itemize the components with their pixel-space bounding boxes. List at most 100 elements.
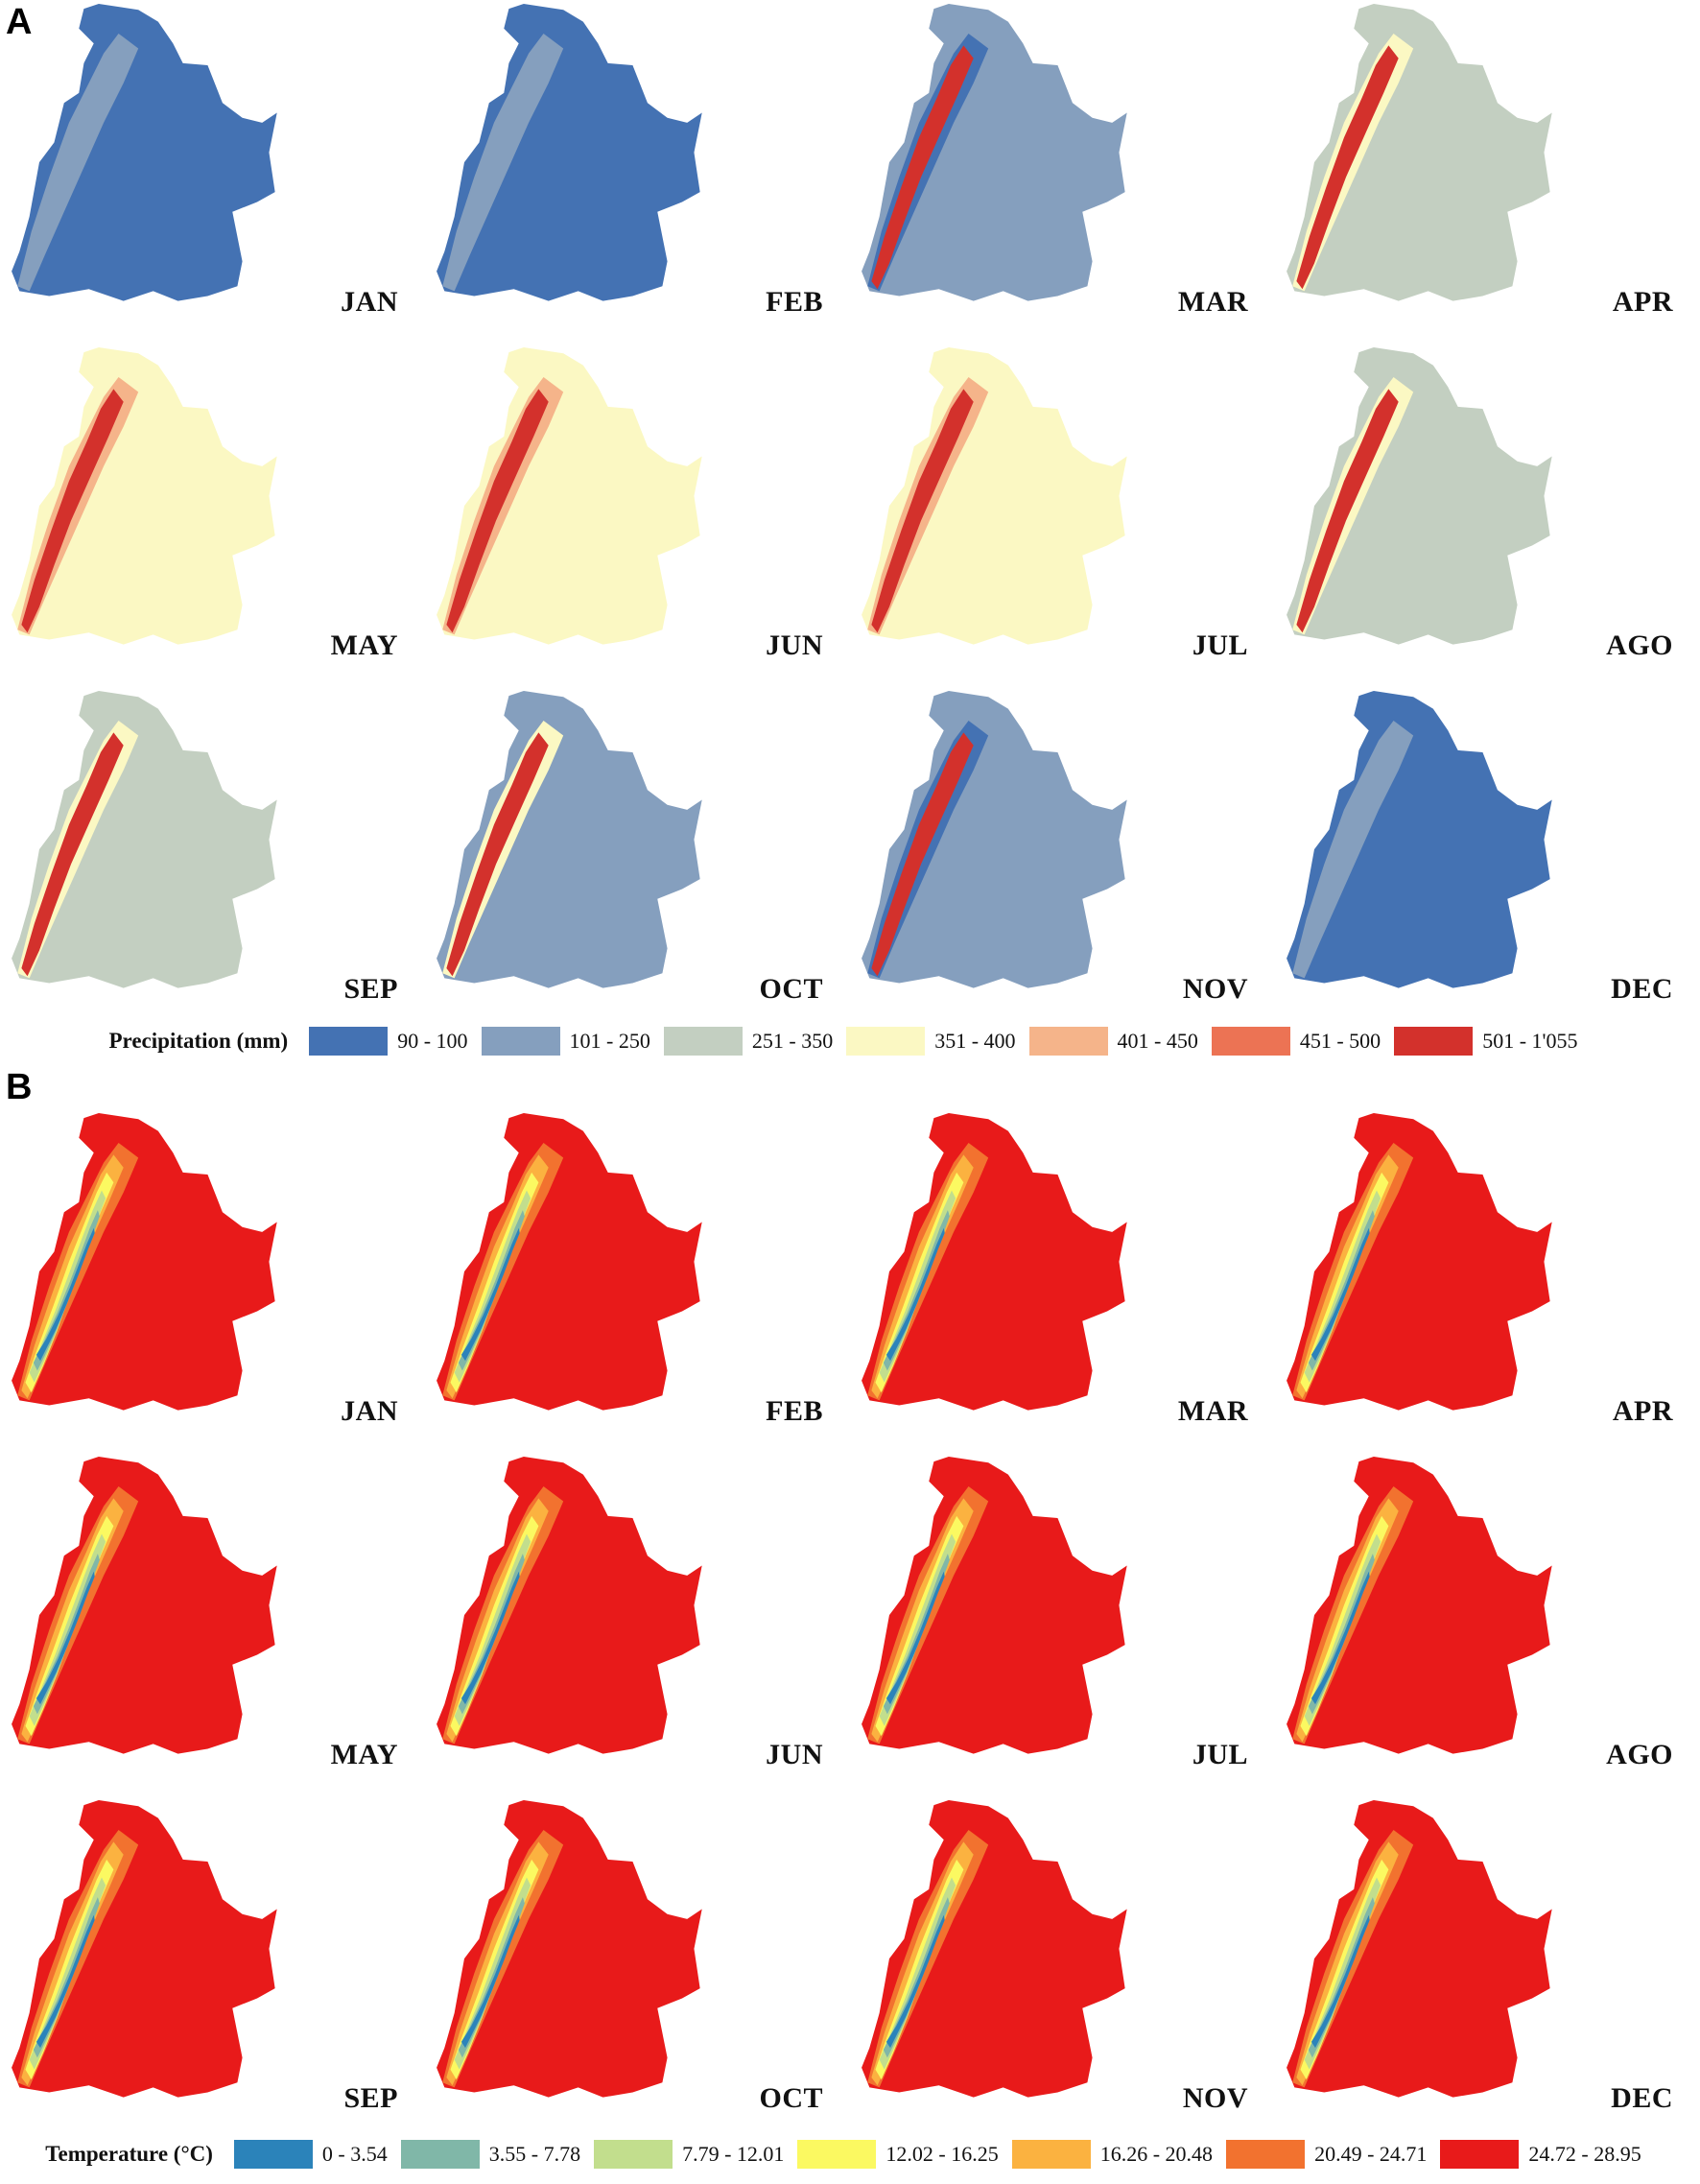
month-label: DEC xyxy=(1611,973,1673,1005)
month-label: FEB xyxy=(766,286,823,318)
mountain-band xyxy=(17,33,139,292)
legend-item: 20.49 - 24.71 xyxy=(1226,2140,1427,2169)
legend-swatch xyxy=(1226,2140,1306,2169)
map-cell-ago: AGO xyxy=(1275,344,1700,687)
map-cell-sep: SEP xyxy=(0,1796,425,2140)
region-base-fill xyxy=(12,1457,277,1754)
mountain-band xyxy=(460,1227,520,1362)
mountain-band xyxy=(442,33,564,292)
mountain-band xyxy=(871,389,974,633)
month-label: NOV xyxy=(1182,973,1248,1005)
legend-label: 20.49 - 24.71 xyxy=(1314,2142,1428,2166)
month-label: JUN xyxy=(766,1739,823,1770)
region-base-fill xyxy=(862,1457,1127,1754)
region-base-fill xyxy=(12,4,277,301)
map-cell-apr: APR xyxy=(1275,1109,1700,1453)
mountain-band xyxy=(1296,389,1399,633)
map-cell-mar: MAR xyxy=(850,1109,1275,1453)
region-base-fill xyxy=(437,347,702,645)
region-map xyxy=(862,1113,1127,1411)
region-base-fill xyxy=(437,1457,702,1754)
region-map xyxy=(862,691,1127,988)
legend-swatch xyxy=(233,2140,313,2169)
mountain-band xyxy=(885,1571,945,1705)
legend-item: 90 - 100 xyxy=(309,1027,468,1056)
map-cell-oct: OCT xyxy=(425,1796,850,2140)
region-base-fill xyxy=(1287,1113,1552,1411)
legend-label: 0 - 3.54 xyxy=(321,2142,388,2166)
mountain-band xyxy=(460,1914,520,2049)
map-cell-mar: MAR xyxy=(850,0,1275,344)
region-base-fill xyxy=(1287,4,1552,301)
mountain-band xyxy=(35,1571,95,1705)
month-label: APR xyxy=(1612,286,1673,318)
region-map xyxy=(437,4,702,301)
month-label: JUN xyxy=(766,629,823,661)
mountain-band xyxy=(21,389,124,633)
legend-label: 451 - 500 xyxy=(1299,1029,1381,1053)
month-label: MAY xyxy=(330,1739,398,1770)
legend-item: 351 - 400 xyxy=(846,1027,1016,1056)
legend-swatch xyxy=(846,1027,926,1056)
map-cell-jun: JUN xyxy=(425,344,850,687)
month-label: MAR xyxy=(1177,1395,1248,1427)
month-label: MAR xyxy=(1177,286,1248,318)
region-map xyxy=(12,691,277,988)
mountain-band xyxy=(885,1227,945,1362)
map-cell-jan: JAN xyxy=(0,0,425,344)
mountain-band xyxy=(1308,1210,1375,1371)
month-label: OCT xyxy=(759,973,823,1005)
map-cell-jan: JAN xyxy=(0,1109,425,1453)
month-label: NOV xyxy=(1182,2082,1248,2114)
temperature-legend-title: Temperature (°C) xyxy=(45,2142,213,2166)
panel-b-letter: B xyxy=(6,1067,33,1107)
month-label: AGO xyxy=(1606,629,1673,661)
month-label: SEP xyxy=(343,973,398,1005)
region-map xyxy=(862,347,1127,645)
legend-item: 16.26 - 20.48 xyxy=(1011,2140,1214,2169)
mountain-band xyxy=(446,389,549,633)
legend-item: 0 - 3.54 xyxy=(233,2140,388,2169)
region-map xyxy=(437,1800,702,2098)
mountain-band xyxy=(33,1897,100,2058)
region-base-fill xyxy=(1287,691,1552,988)
map-cell-jul: JUL xyxy=(850,1453,1275,1796)
month-label: SEP xyxy=(343,2082,398,2114)
region-map xyxy=(12,4,277,301)
legend-label: 24.72 - 28.95 xyxy=(1528,2142,1641,2166)
region-map xyxy=(12,1457,277,1754)
mountain-band xyxy=(1310,1914,1370,2049)
legend-swatch xyxy=(1011,2140,1091,2169)
map-cell-feb: FEB xyxy=(425,0,850,344)
legend-swatch xyxy=(663,1027,743,1056)
panel-a-letter: A xyxy=(6,2,33,42)
legend-item: 101 - 250 xyxy=(481,1027,650,1056)
region-base-fill xyxy=(1287,1457,1552,1754)
mountain-band xyxy=(458,1554,525,1715)
legend-swatch xyxy=(1394,1027,1474,1056)
month-label: JAN xyxy=(341,1395,398,1427)
mountain-band xyxy=(35,1227,95,1362)
legend-label: 3.55 - 7.78 xyxy=(488,2142,581,2166)
region-base-fill xyxy=(862,4,1127,301)
region-base-fill xyxy=(12,1113,277,1411)
region-map xyxy=(12,1800,277,2098)
legend-item: 24.72 - 28.95 xyxy=(1440,2140,1641,2169)
month-label: AGO xyxy=(1606,1739,1673,1770)
map-cell-ago: AGO xyxy=(1275,1453,1700,1796)
mountain-band xyxy=(1310,1571,1370,1705)
legend-item: 3.55 - 7.78 xyxy=(400,2140,581,2169)
mountain-band xyxy=(446,732,549,977)
mountain-band xyxy=(1308,1554,1375,1715)
mountain-band xyxy=(871,45,974,290)
legend-label: 16.26 - 20.48 xyxy=(1099,2142,1214,2166)
mountain-band xyxy=(883,1554,950,1715)
legend-swatch xyxy=(1440,2140,1520,2169)
region-map xyxy=(12,1113,277,1411)
mountain-band xyxy=(35,1914,95,2049)
legend-swatch xyxy=(797,2140,877,2169)
mountain-band xyxy=(458,1210,525,1371)
legend-swatch xyxy=(1028,1027,1108,1056)
region-map xyxy=(862,1800,1127,2098)
temperature-map-grid: JAN FEB MAR APR MAY JUN JUL AGO SEP OCT NOV DEC xyxy=(0,1109,1700,2140)
